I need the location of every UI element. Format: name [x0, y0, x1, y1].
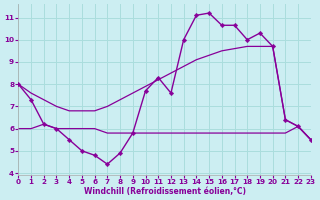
X-axis label: Windchill (Refroidissement éolien,°C): Windchill (Refroidissement éolien,°C)	[84, 187, 245, 196]
